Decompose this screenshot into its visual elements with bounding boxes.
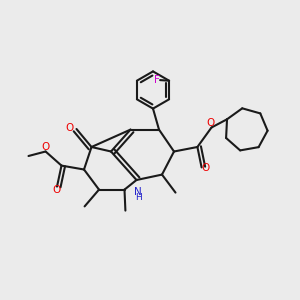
Text: H: H	[135, 193, 141, 202]
Text: O: O	[206, 118, 214, 128]
Text: N: N	[134, 187, 142, 197]
Text: F: F	[154, 75, 159, 85]
Text: O: O	[65, 123, 74, 134]
Text: O: O	[41, 142, 49, 152]
Text: O: O	[201, 163, 209, 173]
Text: O: O	[52, 184, 61, 195]
